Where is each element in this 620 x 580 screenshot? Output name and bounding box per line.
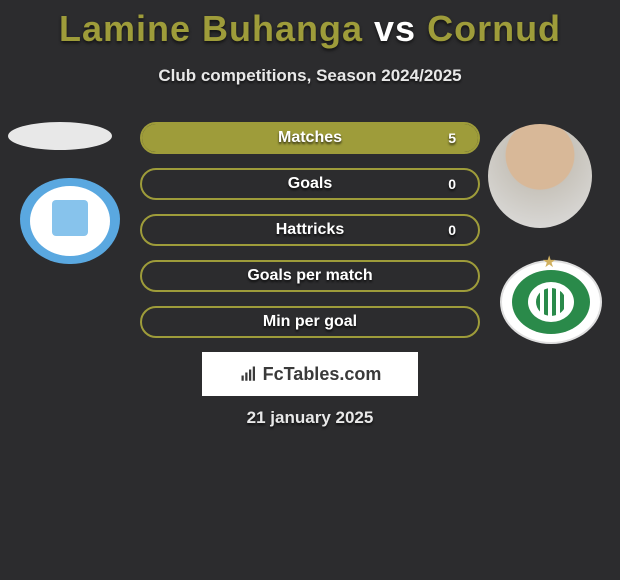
vs-text: vs bbox=[374, 8, 416, 49]
bar-hattricks-label: Hattricks bbox=[142, 221, 478, 239]
bar-matches: Matches 5 bbox=[140, 122, 480, 154]
bar-gpm-label: Goals per match bbox=[142, 267, 478, 285]
stat-bars: Matches 5 Goals 0 Hattricks 0 Goals per … bbox=[140, 122, 480, 352]
bar-hattricks: Hattricks 0 bbox=[140, 214, 480, 246]
comparison-title: Lamine Buhanga vs Cornud bbox=[0, 0, 620, 50]
player-left-avatar bbox=[8, 122, 112, 150]
brand-text: FcTables.com bbox=[263, 364, 382, 385]
bar-matches-label: Matches bbox=[142, 129, 478, 147]
bar-mpg-label: Min per goal bbox=[142, 313, 478, 331]
bar-goals: Goals 0 bbox=[140, 168, 480, 200]
bar-min-per-goal: Min per goal bbox=[140, 306, 480, 338]
club-left-badge bbox=[20, 178, 120, 264]
bar-matches-value-right: 5 bbox=[448, 130, 456, 146]
bar-hattricks-value-right: 0 bbox=[448, 222, 456, 238]
chart-icon bbox=[239, 365, 259, 383]
club-right-badge: ★ bbox=[500, 260, 602, 344]
brand-badge: FcTables.com bbox=[202, 352, 418, 396]
bar-goals-label: Goals bbox=[142, 175, 478, 193]
subtitle: Club competitions, Season 2024/2025 bbox=[0, 66, 620, 86]
player-right-avatar bbox=[488, 124, 592, 228]
player1-name: Lamine Buhanga bbox=[59, 8, 363, 49]
bar-goals-value-right: 0 bbox=[448, 176, 456, 192]
date-text: 21 january 2025 bbox=[0, 408, 620, 428]
bar-goals-per-match: Goals per match bbox=[140, 260, 480, 292]
player2-name: Cornud bbox=[427, 8, 561, 49]
